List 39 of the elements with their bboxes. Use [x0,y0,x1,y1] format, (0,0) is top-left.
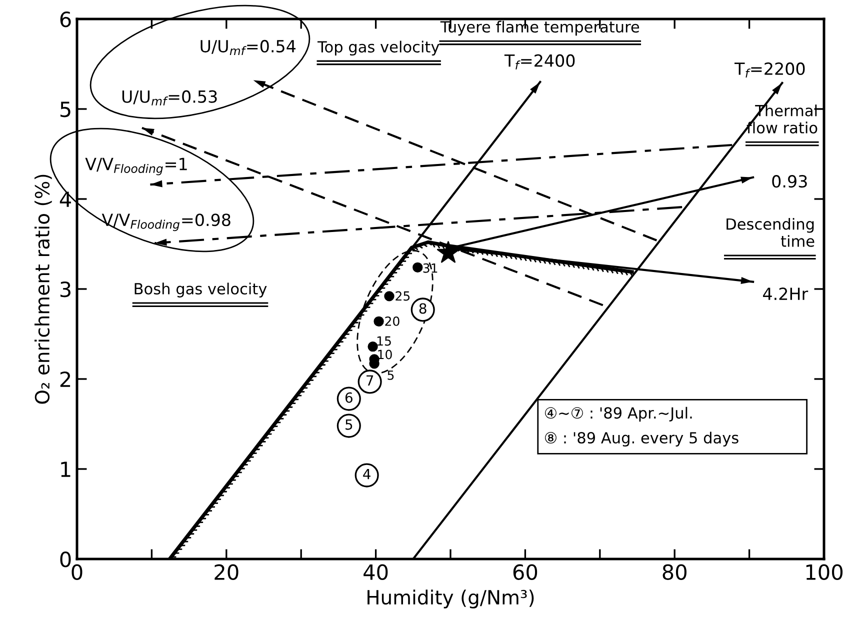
x-tick-label: 20 [214,564,238,580]
annotation: Bosh gas velocity [134,282,267,298]
annotation: 15 [377,336,391,346]
annotation: T$_{f}$=2200 [734,62,805,78]
y-tick-label: 6 [60,11,71,28]
x-tick-label: 100 [806,564,842,580]
annotation: 0.93 [772,175,807,188]
y-tick-label: 2 [60,371,70,387]
annotation: U/U$_{mf}$=0.54 [200,40,296,56]
annotation: ⑧ : '89 Aug. every 5 days [545,432,738,447]
annotation: Descending time [726,218,814,247]
annotation: 5 [388,370,394,380]
annotation: T$_{f}$=2400 [504,54,575,70]
annotation: V/V$_{Flooding}$=1 [85,158,187,176]
annotation: 8 [419,303,426,314]
y-tick-label: 3 [60,281,70,298]
annotation: 4 [363,469,370,480]
y-tick-label: 1 [61,462,70,477]
x-axis-title: Humidity (g/Nm³) [368,590,534,608]
annotation: 5 [346,420,352,430]
x-tick-label: 80 [662,564,686,580]
annotation: V/V$_{Flooding}$=0.98 [102,214,230,232]
annotation: Top gas velocity [317,40,440,56]
y-tick-label: 5 [60,102,70,118]
annotation: 25 [396,291,410,301]
annotation: 7 [366,375,374,386]
x-tick-label: 40 [364,564,388,580]
annotation: 10 [378,350,392,360]
annotation: Tuyere flame temperature [440,20,640,36]
y-axis-title: O₂ enrichment ratio (%) [34,174,52,404]
annotation: 6 [345,392,352,403]
annotation: 4.2Hr [763,288,808,300]
annotation: U/U$_{mf}$=0.53 [122,90,217,106]
annotation: ④∼⑦ : '89 Apr.∼Jul. [545,406,692,422]
annotation: 20 [385,316,400,326]
x-tick-label: 60 [513,564,538,580]
annotation: 31 [423,263,438,273]
y-tick-label: 0 [60,551,71,568]
x-tick-label: 0 [72,564,82,580]
